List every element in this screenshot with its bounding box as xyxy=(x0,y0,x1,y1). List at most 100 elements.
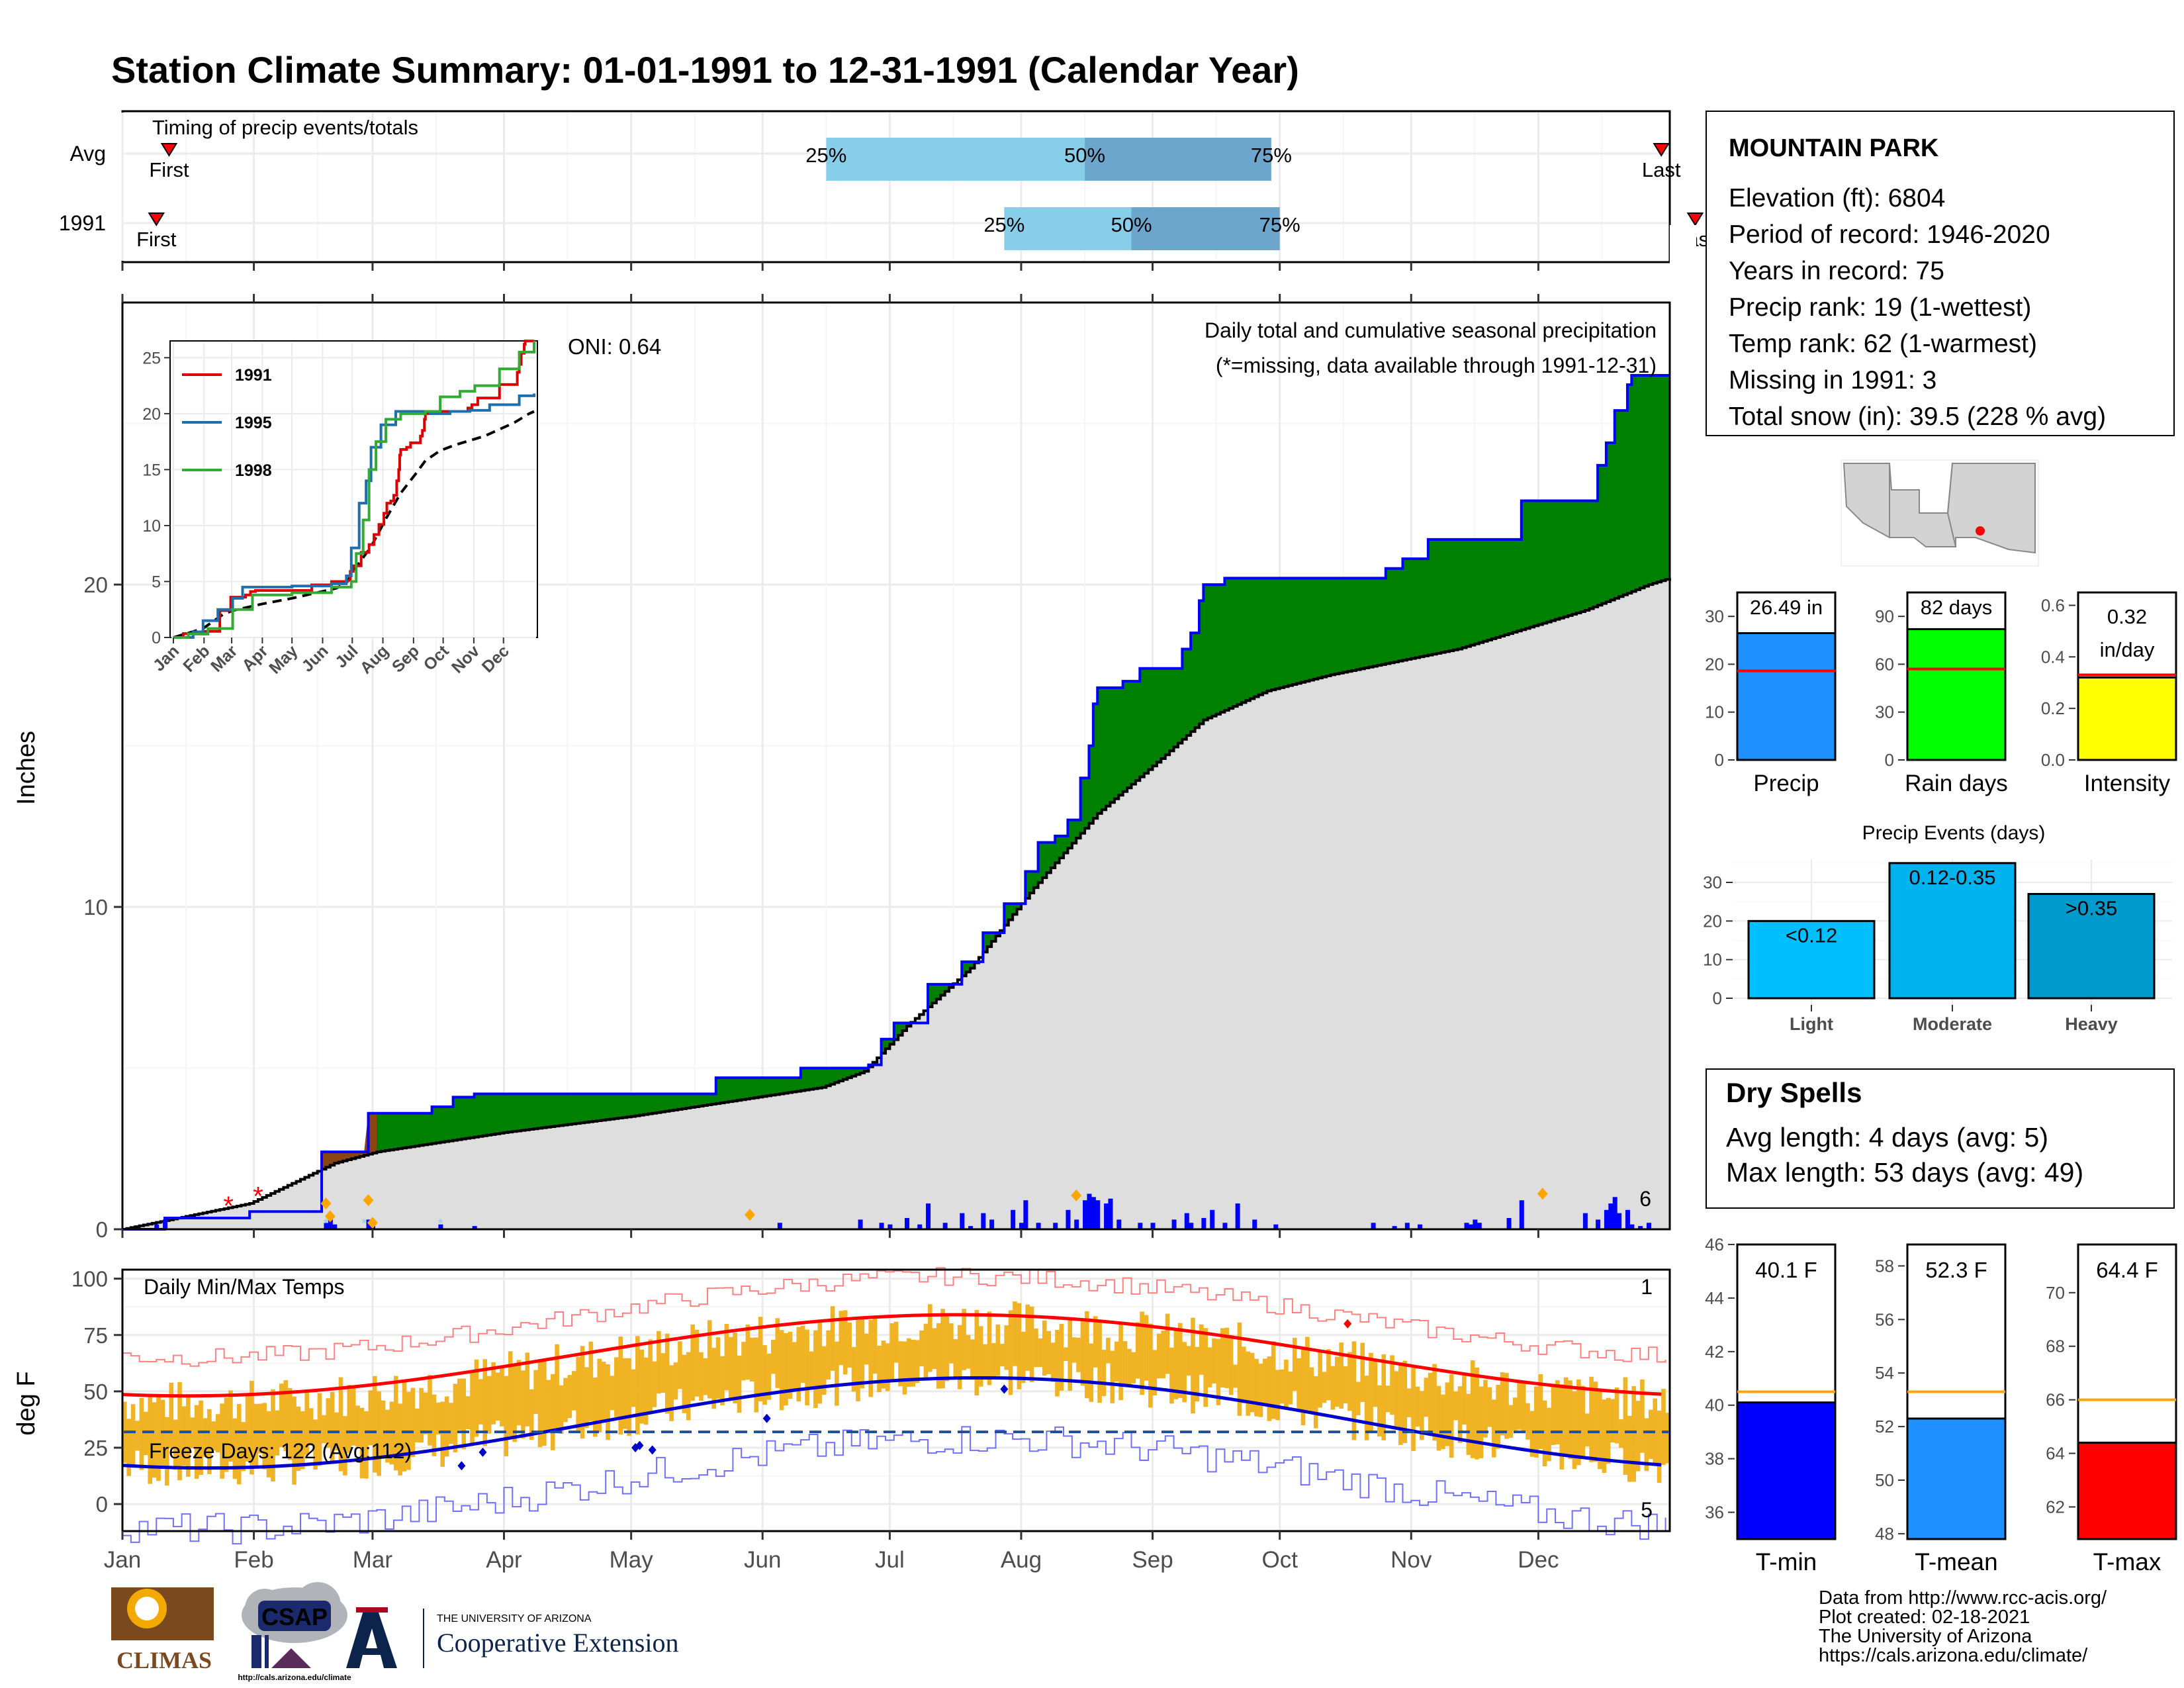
daily-temp-bar xyxy=(1242,1346,1246,1403)
daily-temp-bar xyxy=(606,1364,610,1440)
summary-bar-value: 26.49 in xyxy=(1750,596,1823,619)
daily-temp-bar xyxy=(953,1339,958,1379)
daily-temp-bar xyxy=(893,1321,899,1363)
temp-bar-tick-label: 52 xyxy=(1875,1417,1894,1436)
daily-temp-bar xyxy=(474,1359,479,1437)
daily-temp-bar xyxy=(690,1324,695,1401)
daily-temp-bar xyxy=(1334,1356,1340,1407)
daily-temp-bar xyxy=(253,1403,259,1468)
daily-precip-bar xyxy=(1464,1223,1469,1229)
daily-temp-bar xyxy=(1330,1366,1336,1410)
first-event-marker xyxy=(160,143,178,157)
daily-temp-bar xyxy=(1432,1364,1437,1441)
inset-legend-label: 1995 xyxy=(235,414,272,432)
temp-summary-bar xyxy=(1906,1417,2007,1540)
daily-temp-bar xyxy=(699,1352,704,1401)
record-high-count: 1 xyxy=(1641,1275,1653,1299)
event-bar-label: >0.35 xyxy=(2066,897,2117,920)
daily-precip-bar xyxy=(1638,1226,1643,1229)
daily-temp-bar xyxy=(877,1345,882,1393)
daily-temp-bar xyxy=(1517,1382,1522,1430)
daily-temp-bar xyxy=(1555,1380,1560,1445)
daily-temp-bar xyxy=(1224,1327,1230,1389)
daily-temp-bar xyxy=(283,1380,289,1452)
daily-precip-bar xyxy=(1235,1203,1240,1229)
daily-temp-bar xyxy=(597,1358,602,1432)
daily-temp-bar xyxy=(813,1330,818,1409)
daily-temp-bar xyxy=(1534,1386,1539,1458)
daily-temp-bar xyxy=(885,1343,890,1391)
month-label: Jul xyxy=(875,1547,905,1573)
daily-temp-bar xyxy=(1199,1324,1204,1375)
daily-temp-bar xyxy=(1042,1320,1047,1376)
daily-precip-bar xyxy=(154,1224,159,1229)
daily-temp-bar xyxy=(1445,1382,1450,1446)
daily-precip-bar xyxy=(1629,1224,1635,1229)
temp-bar-tick-label: 68 xyxy=(2046,1336,2065,1356)
daily-temp-bar xyxy=(465,1396,471,1429)
daily-temp-bar xyxy=(682,1354,687,1413)
daily-temp-bar xyxy=(1406,1388,1412,1417)
daily-temp-bar xyxy=(1177,1323,1183,1398)
temp-bar-tick-label: 64 xyxy=(2046,1444,2065,1464)
daily-precip-bar xyxy=(1150,1223,1156,1229)
summary-bar-value: in/day xyxy=(2100,638,2155,661)
inset-chart: 1991199519980510152025JanFebMarAprMayJun… xyxy=(142,340,538,678)
precip-panel: * * * * * 0 10 20 Inches Daily total and cumul… xyxy=(13,262,1671,1242)
daily-precip-bar xyxy=(1392,1226,1397,1229)
daily-temp-bar xyxy=(148,1395,153,1484)
temperature-panel: 0 25 50 75 100 deg F Daily Min/Max Temps Fre… xyxy=(13,1267,1671,1545)
daily-temp-bar xyxy=(440,1401,445,1467)
temp-bar-tick-label: 54 xyxy=(1875,1363,1894,1383)
daily-precip-bar xyxy=(1019,1223,1024,1229)
temp-y-tick-label: 25 xyxy=(83,1436,108,1460)
daily-precip-bar xyxy=(1252,1219,1257,1229)
daily-temp-bar xyxy=(1627,1415,1632,1482)
daily-temp-bar xyxy=(978,1326,983,1387)
daily-temp-bar xyxy=(1584,1413,1590,1447)
daily-temp-bar xyxy=(1377,1385,1382,1436)
temp-bar-tick-label: 50 xyxy=(1875,1470,1894,1490)
events-y-tick-label: 0 xyxy=(1713,988,1722,1008)
daily-temp-bar xyxy=(944,1316,950,1382)
daily-temp-bar xyxy=(936,1323,941,1389)
daily-precip-bar xyxy=(1201,1217,1206,1229)
daily-temp-bar xyxy=(1008,1310,1013,1395)
temp-bar-tick-label: 46 xyxy=(1705,1235,1724,1254)
daily-temp-bar xyxy=(1309,1367,1314,1413)
daily-temp-bar xyxy=(949,1323,954,1364)
daily-temp-bar xyxy=(1050,1342,1056,1382)
inset-series-line xyxy=(173,393,535,639)
month-label: Aug xyxy=(1001,1547,1042,1573)
temp-y-tick-label: 75 xyxy=(83,1323,108,1348)
daily-temp-bar xyxy=(292,1396,296,1485)
daily-temp-bar xyxy=(1313,1376,1318,1429)
daily-temp-bar xyxy=(516,1360,522,1426)
daily-temp-bar xyxy=(1127,1348,1132,1386)
daily-temp-bar xyxy=(817,1323,823,1404)
daily-temp-bar xyxy=(1029,1306,1034,1383)
station-location-marker xyxy=(1976,526,1985,536)
daily-precip-bar xyxy=(1087,1194,1092,1229)
daily-temp-bar xyxy=(236,1403,242,1485)
daily-temp-bar xyxy=(1152,1350,1158,1396)
daily-temp-bar xyxy=(902,1341,907,1395)
month-label: Dec xyxy=(1518,1547,1559,1573)
daily-temp-bar xyxy=(1318,1351,1322,1408)
daily-precip-bar xyxy=(1011,1209,1016,1229)
summary-bar-tick-label: 30 xyxy=(1875,702,1894,722)
daily-temp-bar xyxy=(796,1327,801,1402)
daily-precip-bar xyxy=(1053,1223,1058,1229)
month-label: Nov xyxy=(1390,1547,1432,1573)
daily-temp-bar xyxy=(432,1394,437,1456)
timing-clip xyxy=(1670,225,1696,265)
summary-bar-tick-label: 0 xyxy=(1715,750,1724,770)
daily-temp-bar xyxy=(199,1400,203,1476)
daily-temp-bar xyxy=(1118,1325,1123,1401)
daily-temp-bar xyxy=(724,1324,729,1391)
daily-temp-bar xyxy=(1563,1377,1569,1455)
inset-y-tick-label: 25 xyxy=(142,349,161,367)
temp-bar-tick-label: 42 xyxy=(1705,1342,1724,1362)
daily-temp-bar xyxy=(1228,1335,1234,1395)
